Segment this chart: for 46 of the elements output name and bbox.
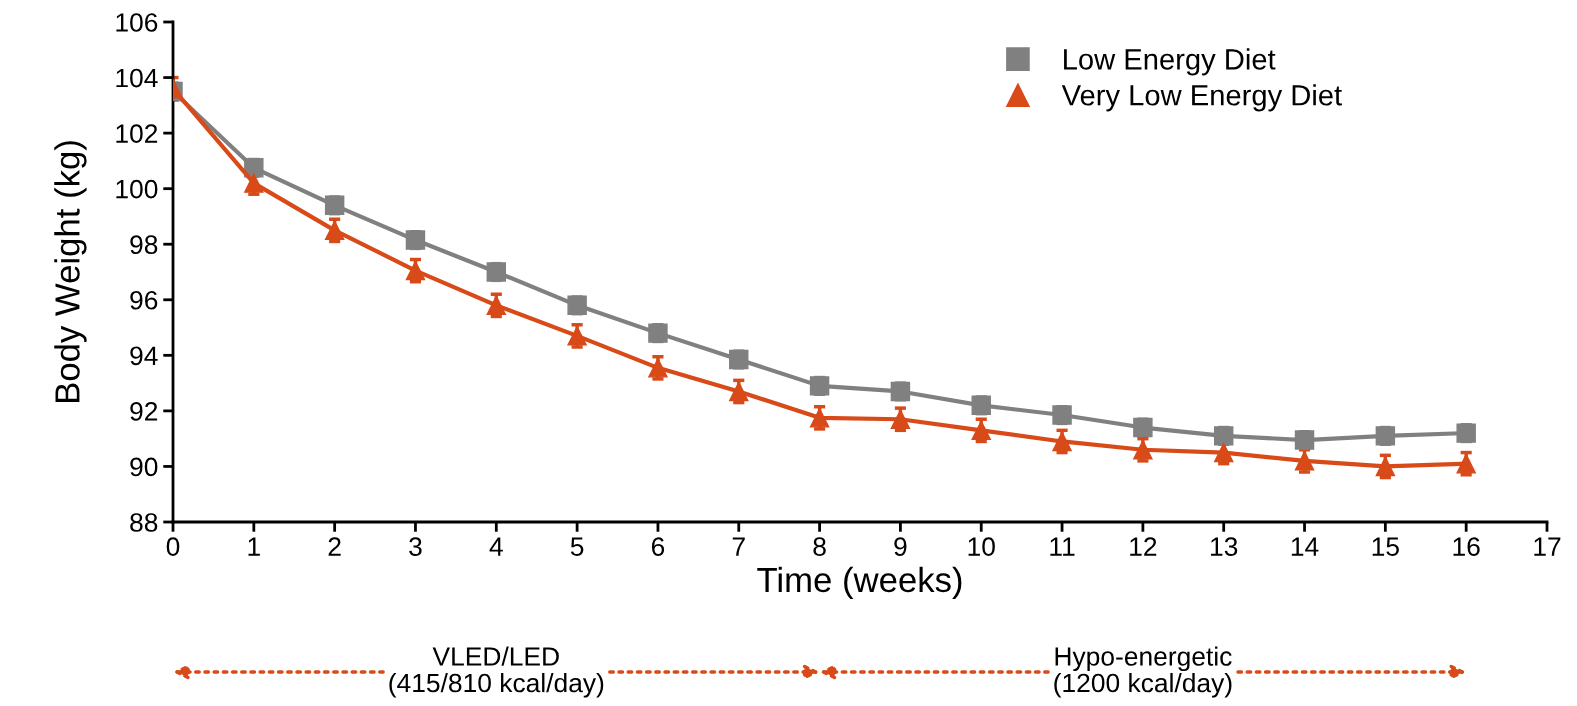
x-tick-label: 1 <box>248 537 260 556</box>
x-tick-label: 0 <box>166 537 180 556</box>
x-tick-label: 12 <box>1130 537 1157 556</box>
point <box>486 295 507 316</box>
x-tick-label: 15 <box>1372 537 1399 556</box>
text: Hypo-energetic (1200 kcal/day) <box>1054 646 1232 698</box>
y-tick-label: 98 <box>130 235 158 255</box>
x-tick-label: 14 <box>1291 537 1319 556</box>
x-tick-label: 4 <box>489 537 503 556</box>
y-tick-label: 88 <box>130 513 158 532</box>
point <box>648 358 668 378</box>
y-tick-label: 106 <box>116 13 158 32</box>
x-tick-label: 9 <box>894 537 907 556</box>
x-tick-label: 13 <box>1211 537 1238 556</box>
y-axis-title: Body Weight (kg) <box>54 141 87 402</box>
point <box>1375 456 1396 477</box>
point <box>1133 440 1153 460</box>
point <box>890 409 911 429</box>
legend-label: Very Low Energy Diet <box>1061 84 1342 112</box>
point <box>809 408 830 428</box>
text: VLED/LED (415/810 kcal/day) <box>389 646 604 698</box>
x-tick-label: 6 <box>651 537 665 556</box>
x-tick-label: 16 <box>1453 537 1480 556</box>
y-tick-label: 102 <box>116 124 158 143</box>
y-tick-label: 94 <box>130 346 158 366</box>
point <box>1456 453 1476 474</box>
y-tick-label: 90 <box>130 457 158 477</box>
x-tick-label: 2 <box>328 537 341 556</box>
x-axis-title: Time (weeks) <box>757 566 962 600</box>
x-tick-label: 8 <box>813 537 826 556</box>
point <box>1213 442 1234 463</box>
point <box>890 381 911 402</box>
y-tick-label: 92 <box>130 402 158 421</box>
legend-label: Low Energy Diet <box>1064 48 1276 76</box>
x-tick-label: 10 <box>968 537 995 556</box>
y-tick-label: 100 <box>116 179 158 199</box>
y-tick-label: 96 <box>130 290 158 310</box>
point <box>324 220 345 241</box>
x-tick-label: 11 <box>1050 537 1075 556</box>
x-tick-label: 7 <box>732 537 745 556</box>
x-tick-label: 17 <box>1534 537 1561 556</box>
x-tick-label: 3 <box>409 537 422 556</box>
y-tick-label: 104 <box>116 68 158 88</box>
point <box>729 381 749 402</box>
x-tick-label: 5 <box>570 537 584 556</box>
point <box>567 326 587 346</box>
